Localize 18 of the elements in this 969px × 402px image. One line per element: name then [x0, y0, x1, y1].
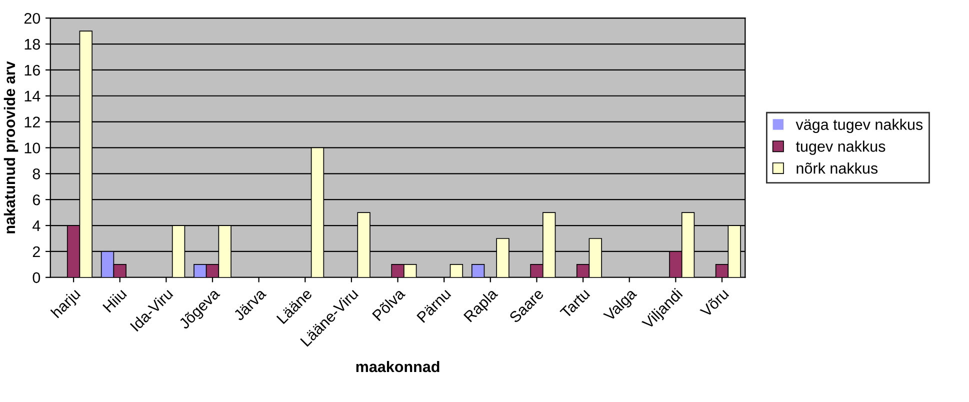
y-tick-label: 18 — [24, 38, 40, 50]
y-tick-label: 10 — [24, 142, 40, 154]
y-tick-label: 14 — [24, 90, 40, 102]
y-tick-label: 0 — [32, 272, 40, 284]
legend-label: tugev nakkus — [796, 140, 886, 155]
x-tick-label: Võru — [699, 288, 730, 318]
x-axis-title: maakonnad — [356, 360, 440, 372]
y-axis-title: nakatunud proovide arv — [4, 61, 18, 234]
legend-label: väga tugev nakkus — [796, 118, 923, 133]
y-tick-label: 16 — [24, 64, 40, 76]
y-tick-label: 12 — [24, 116, 40, 128]
legend-label: nõrk nakkus — [796, 162, 878, 174]
y-tick-label: 8 — [32, 168, 40, 180]
y-tick-label: 2 — [32, 246, 40, 257]
y-tick-label: 20 — [24, 12, 40, 24]
y-tick-label: 6 — [32, 194, 40, 206]
x-tick-label: Hiiu — [102, 288, 128, 313]
y-tick-label: 4 — [32, 220, 40, 232]
